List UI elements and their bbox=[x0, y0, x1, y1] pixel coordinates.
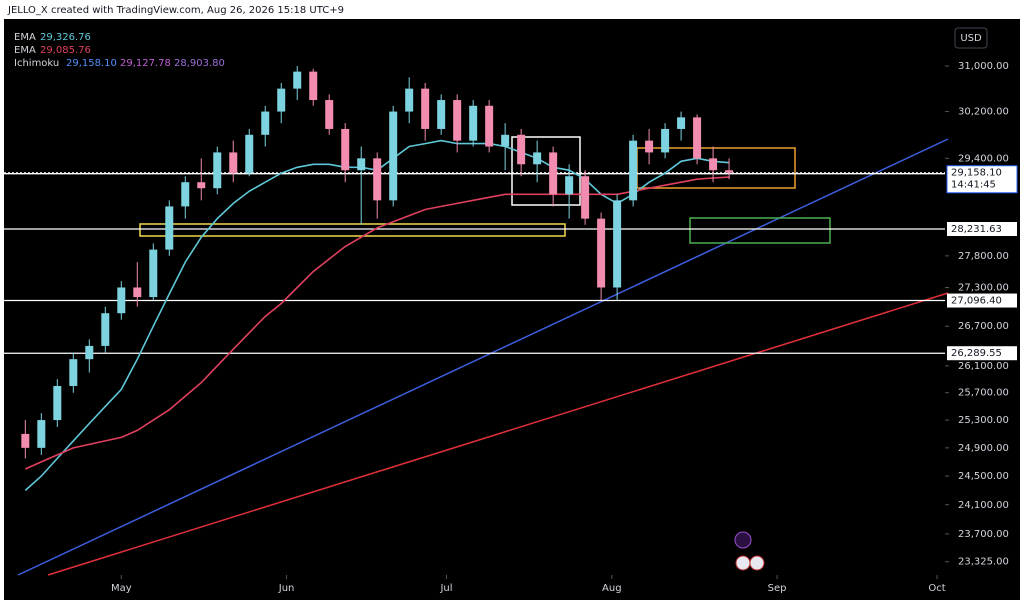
chart-title: JELLO_X created with TradingView.com, Au… bbox=[7, 5, 344, 16]
level-label-box bbox=[947, 293, 1017, 308]
x-tick-label: Aug bbox=[602, 583, 622, 594]
y-tick-label: 31,000.00 bbox=[958, 61, 1009, 72]
candle-body bbox=[517, 134, 526, 165]
legend-value: 29,127.78 bbox=[120, 58, 171, 69]
candle-body bbox=[549, 152, 558, 195]
candle-body bbox=[229, 152, 238, 174]
last-price-label: 29,158.10 bbox=[951, 168, 1002, 179]
level-label-box bbox=[947, 346, 1017, 361]
candle-body bbox=[53, 385, 62, 421]
legend-value: 29,158.10 bbox=[66, 58, 117, 69]
legend-value: 29,326.76 bbox=[40, 32, 91, 43]
y-tick-label: 25,300.00 bbox=[958, 415, 1009, 426]
candle-body bbox=[325, 100, 334, 129]
y-tick-label: 26,700.00 bbox=[958, 321, 1009, 332]
candle-body bbox=[277, 88, 286, 112]
legend-value: 29,085.76 bbox=[40, 45, 91, 56]
y-tick-label: 24,100.00 bbox=[958, 500, 1009, 511]
candle-body bbox=[629, 140, 638, 201]
candle-body bbox=[85, 345, 94, 360]
candle-body bbox=[149, 249, 158, 298]
legend: EMA 29,326.76 EMA 29,085.76 Ichimoku 29,158.1… bbox=[14, 32, 225, 69]
candle-body bbox=[213, 152, 222, 189]
candle-body bbox=[245, 134, 254, 174]
candle-body bbox=[661, 128, 670, 153]
x-tick-label: Jul bbox=[439, 583, 452, 594]
candle-body bbox=[293, 71, 302, 89]
candle-body bbox=[117, 287, 126, 314]
candle-body bbox=[341, 128, 350, 171]
candle-body bbox=[565, 176, 574, 195]
candle-body bbox=[181, 182, 190, 207]
candle-body bbox=[453, 100, 462, 141]
candle-body bbox=[485, 105, 494, 147]
last-price-box bbox=[946, 165, 1018, 194]
ema-line bbox=[24, 176, 730, 470]
zone-box bbox=[139, 223, 566, 237]
currency-button[interactable] bbox=[954, 27, 988, 49]
chart-panel bbox=[4, 19, 1020, 600]
candle-body bbox=[389, 111, 398, 201]
candle-body bbox=[613, 200, 622, 288]
candle-body bbox=[693, 117, 702, 159]
candle-body bbox=[581, 176, 590, 219]
candle-body bbox=[501, 134, 510, 147]
candle-body bbox=[261, 111, 270, 135]
candle-body bbox=[165, 206, 174, 250]
zone-box bbox=[511, 136, 581, 206]
candle-body bbox=[533, 152, 542, 165]
y-tick-label: 24,900.00 bbox=[958, 443, 1009, 454]
candle-body bbox=[725, 170, 734, 173]
trend-line bbox=[17, 138, 949, 576]
candle-body bbox=[133, 287, 142, 298]
candle-body bbox=[597, 218, 606, 288]
level-label-box bbox=[947, 222, 1017, 237]
y-tick-label: 23,700.00 bbox=[958, 529, 1009, 540]
candle-body bbox=[37, 420, 46, 448]
level-label: 28,231.63 bbox=[951, 224, 1002, 235]
event-icon[interactable] bbox=[735, 555, 751, 571]
legend-name: EMA bbox=[14, 32, 36, 43]
y-tick-label: 25,700.00 bbox=[958, 388, 1009, 399]
legend-value: 28,903.80 bbox=[174, 58, 225, 69]
candle-body bbox=[645, 140, 654, 153]
candle-body bbox=[709, 158, 718, 171]
candle-body bbox=[405, 88, 414, 112]
y-tick-label: 26,100.00 bbox=[958, 361, 1009, 372]
candle-body bbox=[197, 182, 206, 189]
trend-line bbox=[47, 292, 949, 576]
x-tick-label: Oct bbox=[928, 583, 945, 594]
candle-body bbox=[421, 88, 430, 129]
y-tick-label: 24,500.00 bbox=[958, 471, 1009, 482]
candle-body bbox=[677, 117, 686, 129]
y-tick-label: 27,300.00 bbox=[958, 282, 1009, 293]
candle-body bbox=[101, 313, 110, 346]
candle-body bbox=[69, 359, 78, 386]
x-tick-label: Sep bbox=[768, 583, 787, 594]
legend-name: Ichimoku bbox=[14, 58, 59, 69]
x-tick-label: May bbox=[111, 583, 132, 594]
x-tick-label: Jun bbox=[278, 583, 295, 594]
plot: 31,000.00 30,200.00 29,400.00 27,800.00 27,3… bbox=[4, 61, 1018, 594]
event-icon[interactable] bbox=[734, 531, 752, 549]
y-tick-label: 29,400.00 bbox=[958, 153, 1009, 164]
event-icon[interactable] bbox=[749, 555, 765, 571]
level-label: 26,289.55 bbox=[951, 348, 1002, 359]
candle-body bbox=[373, 158, 382, 201]
zone-box bbox=[689, 217, 831, 244]
level-label: 27,096.40 bbox=[951, 296, 1002, 307]
y-tick-label: 30,200.00 bbox=[958, 107, 1009, 118]
candle-body bbox=[309, 71, 318, 101]
candle-body bbox=[437, 100, 446, 129]
currency-label[interactable]: USD bbox=[960, 33, 982, 44]
candle-body bbox=[21, 433, 30, 448]
y-tick-label: 27,800.00 bbox=[958, 251, 1009, 262]
countdown-label: 14:41:45 bbox=[951, 180, 996, 191]
legend-name: EMA bbox=[14, 45, 36, 56]
candle-body bbox=[357, 158, 366, 171]
candle-body bbox=[469, 105, 478, 141]
y-tick-label: 23,325.00 bbox=[958, 557, 1009, 568]
